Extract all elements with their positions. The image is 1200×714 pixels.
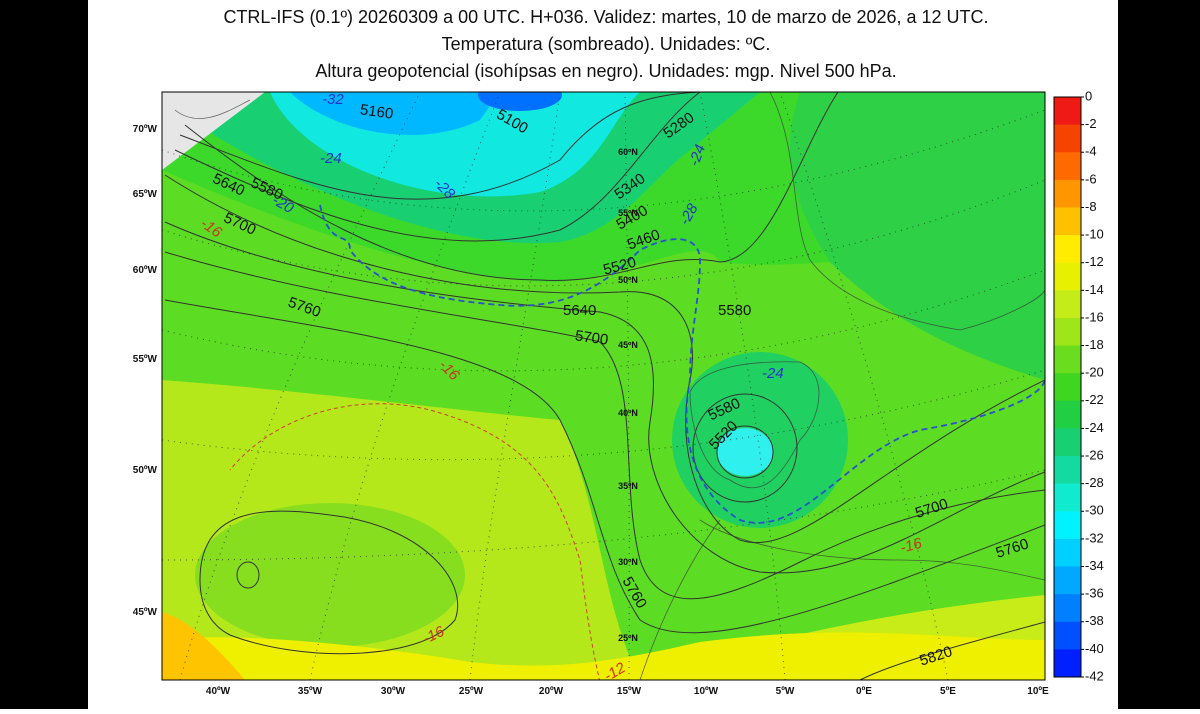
colorbar-frame bbox=[1053, 96, 1082, 678]
height-contours bbox=[164, 92, 1045, 680]
colorbar-label: -38 bbox=[1085, 613, 1104, 628]
lon-axis-label: 15ºW bbox=[617, 686, 642, 697]
colorbar-label: -10 bbox=[1085, 227, 1104, 242]
lon-axis-label: 5ºE bbox=[940, 686, 956, 697]
colorbar-band bbox=[1054, 456, 1081, 485]
colorbar-label: -20 bbox=[1085, 365, 1104, 380]
colorbar-band bbox=[1054, 594, 1081, 623]
colorbar-band bbox=[1054, 538, 1081, 568]
colorbar-band bbox=[1054, 483, 1081, 512]
height-label: 5160 bbox=[359, 101, 394, 122]
colorbar-label: -8 bbox=[1085, 199, 1097, 214]
lat-line-label: 50ºN bbox=[618, 275, 638, 285]
colorbar-band bbox=[1054, 152, 1081, 181]
lat-line-label: 30ºN bbox=[618, 557, 638, 567]
lat-line-label: 55ºN bbox=[618, 208, 638, 218]
lon-axis-label: 20ºW bbox=[539, 686, 564, 697]
isotherm-label: -24 bbox=[762, 365, 784, 382]
colorbar-label: -42 bbox=[1085, 668, 1104, 683]
colorbar-band bbox=[1054, 649, 1081, 678]
colorbar-band bbox=[1054, 317, 1081, 347]
colorbar-band bbox=[1054, 207, 1081, 236]
lon-axis-label: 5ºW bbox=[776, 686, 795, 697]
lat-line-label: 45ºN bbox=[618, 340, 638, 350]
coast-graticule bbox=[162, 92, 1045, 680]
lon-axis-label: 40ºW bbox=[206, 686, 231, 697]
colorbar-label: 0 bbox=[1085, 88, 1092, 103]
subtitle: Temperatura (sombreado). Unidades: ºC. bbox=[442, 34, 771, 54]
map: 70ºW 65ºW 60ºW 55ºW 50ºW 45ºW 40ºW 35ºW … bbox=[133, 91, 1049, 697]
colorbar-label: -24 bbox=[1085, 420, 1104, 435]
lat-line-label: 40ºN bbox=[618, 408, 638, 418]
colorbar-label: -32 bbox=[1085, 530, 1104, 545]
colorbar-label: -40 bbox=[1085, 641, 1104, 656]
lon-axis-label: 25ºW bbox=[459, 686, 484, 697]
colorbar-label: -6 bbox=[1085, 171, 1097, 186]
subtitle: Altura geopotencial (isohípsas en negro)… bbox=[315, 61, 896, 81]
lon-axis-label: 10ºE bbox=[1027, 686, 1049, 697]
lat-axis-label: 45ºW bbox=[133, 607, 158, 618]
height-label: 5640 bbox=[563, 302, 596, 319]
colorbar-label: -30 bbox=[1085, 503, 1104, 518]
colorbar-band bbox=[1054, 566, 1081, 595]
colorbar-band bbox=[1054, 373, 1081, 402]
temperature-field bbox=[162, 92, 1045, 680]
lat-axis-label: 70ºW bbox=[133, 124, 158, 135]
colorbar-label: -22 bbox=[1085, 392, 1104, 407]
colorbar-label: -36 bbox=[1085, 586, 1104, 601]
colorbar-band bbox=[1054, 621, 1081, 650]
colorbar-band bbox=[1054, 97, 1081, 126]
colorbar-label: -18 bbox=[1085, 337, 1104, 352]
lon-axis-label: 0ºE bbox=[856, 686, 872, 697]
colorbar: 0 -2 -4 -6 -8 -10 -12 -14 -16 -18 -20 -22 -24 -26 -28 -… bbox=[1053, 88, 1104, 683]
isotherm-label: -24 bbox=[686, 142, 709, 168]
colorbar-label: -26 bbox=[1085, 447, 1104, 462]
colorbar-label: -4 bbox=[1085, 144, 1097, 159]
map-frame bbox=[161, 91, 1046, 681]
colorbar-band bbox=[1054, 345, 1081, 374]
colorbar-label: -14 bbox=[1085, 282, 1104, 297]
colorbar-band bbox=[1054, 124, 1081, 153]
lon-axis-label: 30ºW bbox=[381, 686, 406, 697]
colorbar-label: -16 bbox=[1085, 309, 1104, 324]
lat-axis-label: 60ºW bbox=[133, 265, 158, 276]
colorbar-band bbox=[1054, 262, 1081, 291]
colorbar-band bbox=[1054, 511, 1081, 540]
lon-axis-label: 35ºW bbox=[298, 686, 323, 697]
isotherm-label: -32 bbox=[322, 91, 344, 108]
colorbar-band bbox=[1054, 179, 1081, 208]
right-bar bbox=[1118, 0, 1200, 709]
colorbar-label: -12 bbox=[1085, 254, 1104, 269]
height-label: 5700 bbox=[574, 327, 609, 348]
lat-line-label: 35ºN bbox=[618, 481, 638, 491]
lat-line-label: 25ºN bbox=[618, 633, 638, 643]
colorbar-band bbox=[1054, 428, 1081, 457]
lat-axis-label: 55ºW bbox=[133, 354, 158, 365]
isotherm-label: -24 bbox=[320, 150, 342, 167]
lat-axis-label: 65ºW bbox=[133, 189, 158, 200]
lat-line-label: 60ºN bbox=[618, 147, 638, 157]
isotherm-label: -16 bbox=[898, 535, 924, 557]
lat-axis-label: 50ºW bbox=[133, 465, 158, 476]
height-label: 5580 bbox=[718, 302, 751, 319]
colorbar-band bbox=[1054, 290, 1081, 319]
colorbar-label: -2 bbox=[1085, 116, 1097, 131]
lon-axis-label: 10ºW bbox=[694, 686, 719, 697]
colorbar-label: -28 bbox=[1085, 475, 1104, 490]
colorbar-band bbox=[1054, 235, 1081, 264]
title: CTRL-IFS (0.1º) 20260309 a 00 UTC. H+036… bbox=[223, 7, 988, 27]
left-bar bbox=[0, 0, 88, 709]
colorbar-label: -34 bbox=[1085, 558, 1104, 573]
colorbar-band bbox=[1054, 400, 1081, 429]
